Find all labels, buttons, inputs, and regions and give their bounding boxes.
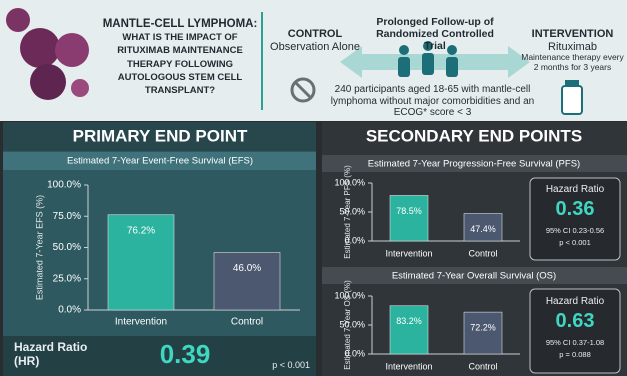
intervention-block: INTERVENTION Rituximab Maintenance thera…	[520, 28, 625, 73]
primary-header	[3, 122, 316, 151]
y-axis-label: Estimated 7-Year OS (%)	[343, 280, 352, 370]
subtitle-band	[322, 267, 627, 284]
hazard-box	[529, 177, 621, 261]
x-tick-label: Intervention	[385, 248, 432, 258]
y-tick-label: 75.0%	[53, 211, 81, 222]
x-tick-label: Intervention	[115, 317, 167, 328]
no-icon	[290, 77, 316, 103]
bottle-icon	[565, 80, 579, 86]
bar	[389, 195, 429, 242]
question: WHAT IS THE IMPACT OF RITUXIMAB MAINTENA…	[117, 32, 243, 97]
value-label: 76.2%	[127, 225, 155, 236]
value-label: 78.5%	[396, 206, 422, 216]
value-label: 46.0%	[233, 263, 261, 274]
hazard-band	[3, 336, 316, 376]
subtitle-band	[3, 152, 316, 170]
bar	[389, 305, 429, 355]
y-axis-label: Estimated 7-Year EFS (%)	[34, 195, 44, 300]
people-icon	[398, 41, 458, 77]
x-tick-label: Intervention	[385, 361, 432, 371]
cell-icon	[6, 8, 30, 32]
hazard-box	[529, 288, 621, 374]
chart-subtitle: Estimated 7-Year Overall Survival (OS)	[392, 271, 556, 282]
hazard-p: p < 0.001	[559, 238, 591, 247]
value-label: 47.4%	[470, 224, 496, 234]
control-desc: Observation Alone	[270, 40, 360, 53]
x-tick-label: Control	[231, 317, 263, 328]
cell-icon	[20, 28, 60, 68]
section-title: SECONDARY END POINTS	[366, 126, 582, 145]
y-tick-label: 100.0%	[334, 290, 365, 300]
hazard-label: Hazard Ratio	[545, 296, 605, 307]
value-label: 83.2%	[396, 316, 422, 326]
bar	[463, 213, 503, 242]
bar	[213, 252, 281, 311]
hazard-ci: 95% CI 0.23-0.56	[545, 226, 605, 235]
hazard-p: p < 0.001	[272, 360, 310, 370]
cell-icon	[30, 64, 66, 100]
hazard-p: p = 0.088	[559, 350, 591, 359]
y-tick-label: 25.0%	[53, 273, 81, 284]
section-title: PRIMARY END POINT	[73, 126, 248, 145]
bottle-icon	[561, 85, 583, 115]
question-title: MANTLE-CELL LYMPHOMA:	[102, 18, 258, 30]
subtitle-band	[322, 155, 627, 172]
y-tick-label: 100.0%	[334, 177, 365, 187]
chart-subtitle: Estimated 7-Year Event-Free Survival (EF…	[67, 156, 253, 167]
hazard-value: 0.39	[159, 339, 211, 369]
intervention-title: INTERVENTION	[531, 28, 614, 40]
value-label: 72.2%	[470, 322, 496, 332]
cell-icon	[71, 79, 89, 97]
y-tick-label: 0.0%	[344, 348, 365, 358]
intervention-drug: Rituximab	[548, 40, 597, 53]
y-tick-label: 100.0%	[47, 180, 81, 191]
y-tick-label: 0.0%	[344, 235, 365, 245]
bar	[463, 311, 503, 355]
x-tick-label: Control	[468, 361, 497, 371]
participants: 240 participants aged 18-65 with mantle-…	[330, 84, 535, 118]
hazard-label: Hazard Ratio (HR)	[14, 340, 88, 368]
y-tick-label: 0.0%	[58, 305, 81, 316]
control-block: CONTROL Observation Alone	[270, 28, 360, 53]
bar	[107, 214, 175, 311]
question-block: MANTLE-CELL LYMPHOMA: WHAT IS THE IMPACT…	[100, 18, 260, 97]
y-tick-label: 50.0%	[339, 206, 365, 216]
y-tick-label: 50.0%	[339, 319, 365, 329]
y-axis-label: Estimated 7-Year PFS (%)	[343, 165, 352, 259]
trial-title: Prolonged Follow-up of Randomized Contro…	[376, 16, 494, 53]
chart-subtitle: Estimated 7-Year Progression-Free Surviv…	[368, 159, 580, 170]
control-title: CONTROL	[287, 28, 343, 40]
hazard-value: 0.36	[555, 198, 595, 220]
intervention-desc: Maintenance therapy every 2 months for 3…	[521, 52, 624, 73]
no-icon	[294, 81, 312, 99]
hazard-value: 0.63	[555, 310, 595, 332]
cell-icon	[55, 33, 89, 67]
y-tick-label: 50.0%	[53, 242, 81, 253]
hazard-label: Hazard Ratio	[545, 184, 605, 195]
x-tick-label: Control	[468, 248, 497, 258]
hazard-ci: 95% CI 0.37-1.08	[545, 338, 605, 347]
arrow-band	[340, 46, 530, 78]
